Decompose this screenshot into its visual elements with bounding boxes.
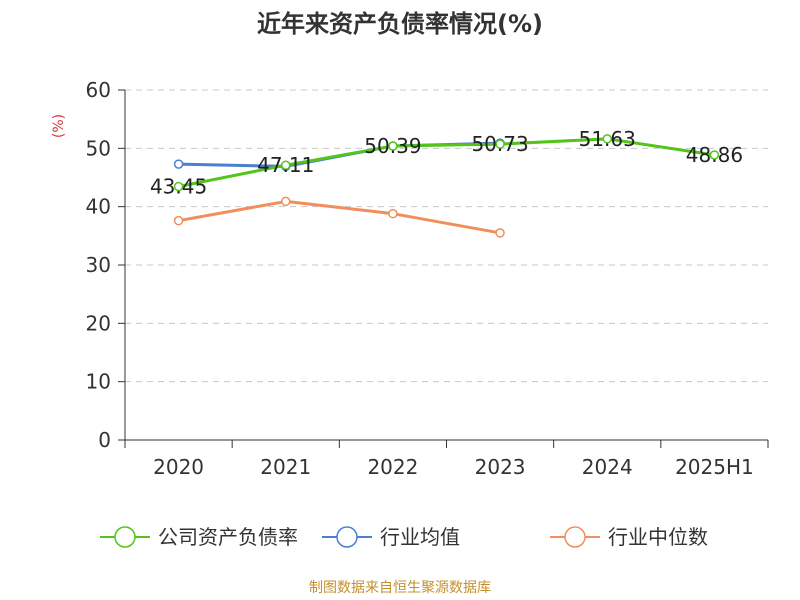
data-point	[495, 228, 505, 238]
x-tick-label: 2025H1	[675, 455, 754, 479]
series-lines	[173, 134, 720, 238]
data-label: 43.45	[150, 175, 207, 199]
legend-item-0: 公司资产负债率	[100, 525, 298, 549]
y-tick-label: 60	[86, 78, 111, 102]
legend-label: 行业中位数	[608, 525, 708, 549]
data-point	[281, 196, 291, 207]
source-note: 制图数据来自恒生聚源数据库	[309, 580, 491, 596]
legend-label: 行业均值	[380, 525, 460, 549]
legend-swatch-marker	[336, 526, 358, 548]
legend-label: 公司资产负债率	[158, 525, 298, 549]
series-2	[173, 196, 505, 238]
legend-item-1: 行业均值	[322, 525, 460, 549]
series-line	[178, 199, 501, 235]
axes: 0 10 20 30 40 50 60 2020 2021 2022 2023 2024 2025H1	[86, 78, 769, 479]
y-tick-label: 50	[86, 136, 111, 160]
data-point	[388, 141, 398, 151]
data-point	[281, 160, 291, 170]
legend: 公司资产负债率 行业均值 行业中位数	[100, 525, 708, 549]
y-tick-label: 40	[86, 195, 111, 219]
x-tick-label: 2024	[582, 455, 633, 479]
data-point	[709, 150, 720, 160]
data-label: 50.73	[471, 132, 528, 156]
y-tick-label: 20	[86, 311, 111, 335]
data-labels: 43.45 47.11 50.39 50.73 51.63 48.86	[150, 127, 743, 199]
data-point	[495, 139, 505, 149]
y-tick-label: 30	[86, 253, 111, 277]
data-label: 50.39	[364, 134, 421, 158]
data-point	[173, 215, 184, 226]
series-0	[173, 134, 720, 192]
series-line	[178, 137, 715, 189]
y-tick-label: 10	[86, 370, 111, 394]
grid-lines	[125, 89, 768, 383]
data-point	[602, 134, 612, 144]
data-point	[388, 208, 398, 219]
data-point	[173, 181, 184, 192]
y-axis-unit: (%)	[51, 114, 67, 138]
legend-swatch-marker	[564, 526, 586, 548]
x-tick-label: 2023	[475, 455, 526, 479]
legend-item-2: 行业中位数	[550, 525, 708, 549]
data-label: 47.11	[257, 153, 314, 177]
chart-title: 近年来资产负债率情况(%)	[257, 10, 543, 38]
x-tick-label: 2022	[367, 455, 418, 479]
legend-swatch-marker	[114, 526, 136, 548]
data-point	[173, 159, 184, 169]
x-tick-label: 2021	[260, 455, 311, 479]
data-label: 51.63	[579, 127, 636, 151]
y-tick-label: 0	[98, 428, 111, 452]
x-tick-label: 2020	[153, 455, 204, 479]
data-label: 48.86	[686, 143, 743, 167]
